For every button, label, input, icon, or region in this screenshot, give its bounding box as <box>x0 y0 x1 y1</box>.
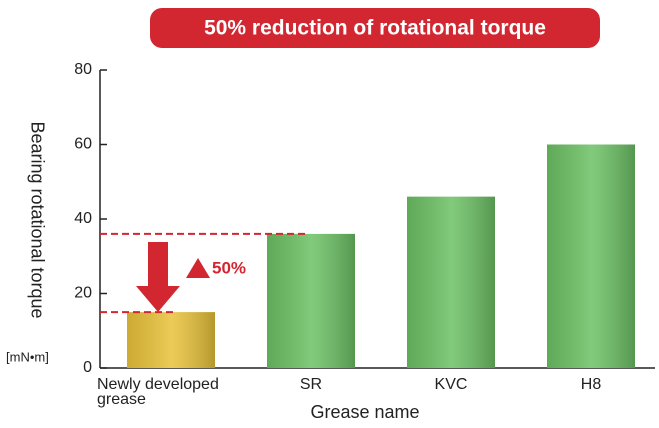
bar-shade <box>407 196 495 368</box>
y-tick-label: 80 <box>74 61 92 78</box>
bar-shade <box>127 312 215 368</box>
y-tick-label: 60 <box>74 136 92 153</box>
arrow <box>136 242 180 312</box>
x-tick-label: KVC <box>434 376 468 393</box>
y-unit: [mN•m] <box>6 349 49 364</box>
triangle <box>186 258 210 278</box>
y-tick-label: 0 <box>83 359 92 376</box>
bar-shade <box>547 144 635 368</box>
title-banner <box>150 8 600 48</box>
y-tick-label: 40 <box>74 210 92 227</box>
annotation: 50% <box>212 258 246 277</box>
y-axis-label: Bearing rotational torque <box>27 121 47 318</box>
x-tick-label: SR <box>299 376 323 393</box>
y-tick-label: 20 <box>74 285 92 302</box>
x-tick-label: Newly developed grease <box>97 376 219 408</box>
x-axis-label: Grease name <box>310 402 419 422</box>
bar-shade <box>267 233 355 368</box>
chart-title: 50% reduction of rotational torque <box>204 17 546 40</box>
x-tick-label: H8 <box>580 376 602 393</box>
